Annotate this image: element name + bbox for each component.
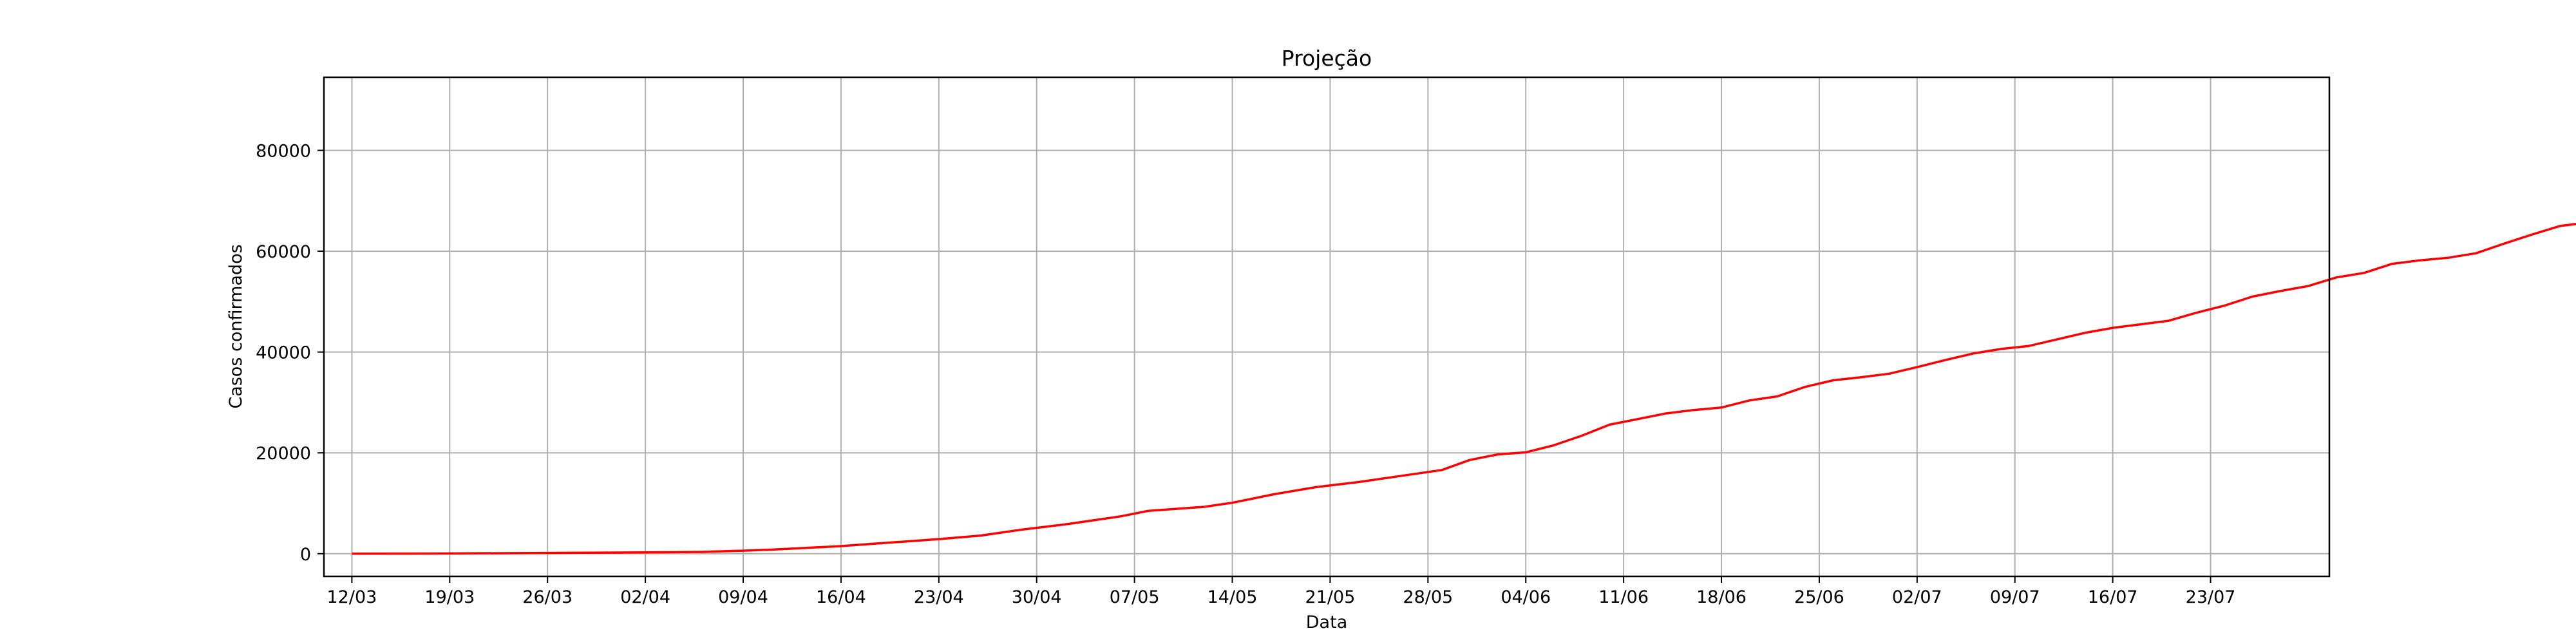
x-tick-label: 25/06 — [1794, 587, 1844, 607]
x-tick-label: 02/07 — [1892, 587, 1942, 607]
x-tick-label: 19/03 — [424, 587, 475, 607]
series-line — [352, 223, 2576, 555]
y-tick-label: 80000 — [256, 142, 311, 162]
chart-title: Projeção — [1282, 46, 1372, 71]
y-axis-label: Casos confirmados — [226, 244, 246, 408]
x-tick-label: 14/05 — [1208, 587, 1258, 607]
x-tick-label: 11/06 — [1598, 587, 1649, 607]
x-tick-label: 12/03 — [327, 587, 377, 607]
x-tick-label: 07/05 — [1110, 587, 1160, 607]
y-tick-label: 40000 — [256, 343, 311, 363]
x-tick-label: 18/06 — [1696, 587, 1747, 607]
plot-frame — [323, 76, 2331, 578]
x-tick-label: 09/07 — [1990, 587, 2040, 607]
series-layer — [352, 223, 2576, 555]
x-axis: 12/03 19/03 26/03 02/04 09/04 16/04 23/04 30/04… — [327, 576, 2235, 607]
x-tick-label: 09/04 — [718, 587, 768, 607]
x-tick-label: 30/04 — [1012, 587, 1062, 607]
x-tick-label: 26/03 — [522, 587, 573, 607]
x-tick-label: 16/07 — [2088, 587, 2138, 607]
grid-lines — [324, 77, 2329, 576]
x-tick-label: 23/04 — [914, 587, 964, 607]
y-tick-label: 0 — [300, 545, 311, 565]
x-tick-label: 21/05 — [1305, 587, 1356, 607]
x-tick-label: 04/06 — [1501, 587, 1551, 607]
y-axis: 0 20000 40000 60000 80000 — [256, 142, 324, 565]
x-axis-label: Data — [1306, 612, 1347, 632]
x-tick-label: 23/07 — [2186, 587, 2236, 607]
x-tick-label: 16/04 — [816, 587, 866, 607]
y-tick-label: 60000 — [256, 242, 311, 262]
x-tick-label: 28/05 — [1403, 587, 1453, 607]
y-tick-label: 20000 — [256, 444, 311, 464]
x-tick-label: 02/04 — [620, 587, 670, 607]
